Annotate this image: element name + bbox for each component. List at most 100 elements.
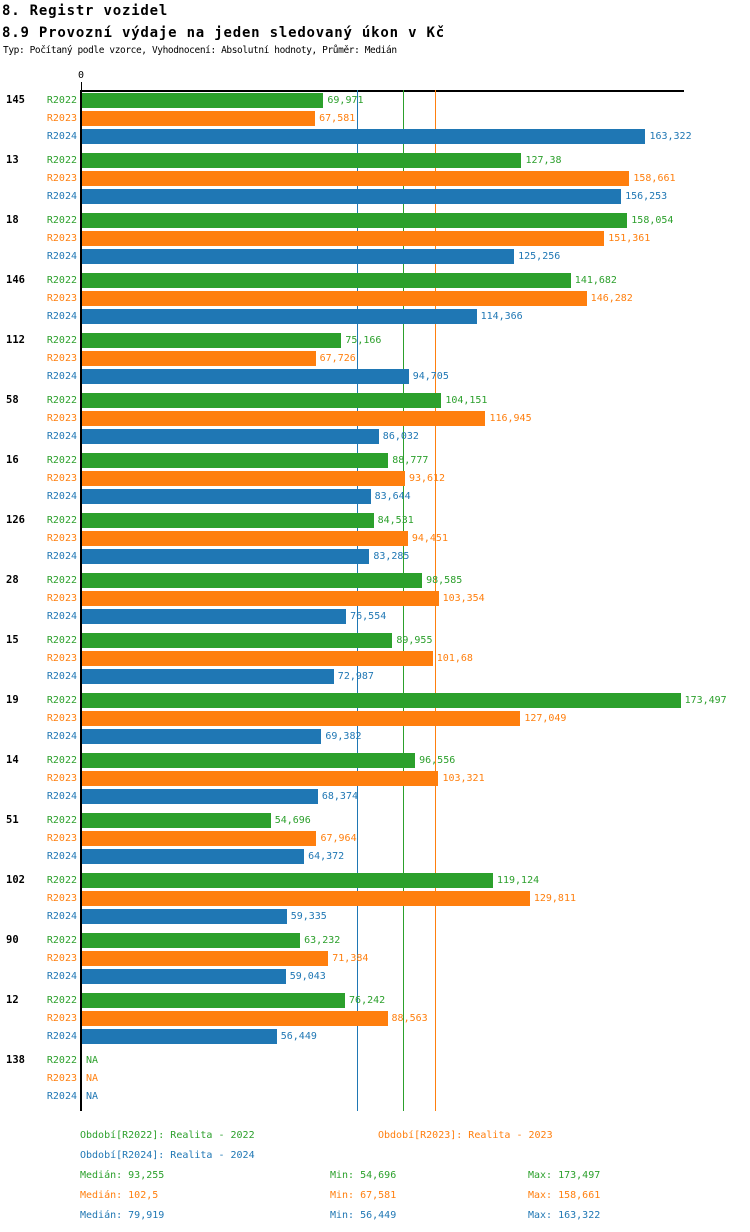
bar-R2023 [82,711,521,726]
bar-R2022 [82,153,522,168]
category-label: 126 [6,514,25,526]
bar-R2024 [82,969,286,984]
bar-value-label: 86,032 [382,431,419,442]
bar-value-label: 163,322 [649,131,692,142]
bar-R2024 [82,369,409,384]
series-label-R2023: R2023 [46,833,77,844]
bar-value-label: 114,366 [480,311,523,322]
chart-title: 8.9 Provozní výdaje na jeden sledovaný ú… [2,25,445,41]
bar-R2023 [82,771,439,786]
bar-value-label: 103,354 [442,593,485,604]
bar-R2024 [82,669,334,684]
series-label-R2023: R2023 [46,893,77,904]
stat-median-r2024: Medián: 79,919 [80,1210,165,1221]
bar-value-label: 83,644 [374,491,411,502]
bar-value-label: 141,682 [574,275,617,286]
bar-value-label: 94,451 [411,533,448,544]
bar-value-label: 98,585 [426,575,463,586]
bar-value-label: 71,384 [332,953,369,964]
series-label-R2022: R2022 [46,335,77,346]
category-label: 51 [6,814,19,826]
bar-value-label: NA [86,1055,99,1066]
series-label-R2024: R2024 [46,731,77,742]
page-title: 8. Registr vozidel [2,3,169,19]
bar-R2024 [82,309,477,324]
bar-R2023 [82,831,317,846]
series-label-R2022: R2022 [46,1055,77,1066]
bar-value-label: 125,256 [518,251,561,262]
bar-value-label: 84,531 [377,515,414,526]
bar-R2022 [82,753,416,768]
category-label: 28 [6,574,19,586]
series-label-R2024: R2024 [46,851,77,862]
series-label-R2023: R2023 [46,233,77,244]
series-label-R2023: R2023 [46,113,77,124]
series-label-R2024: R2024 [46,431,77,442]
bar-R2024 [82,429,379,444]
bar-value-label: 158,054 [631,215,674,226]
bar-value-label: 88,777 [392,455,429,466]
category-label: 12 [6,994,19,1006]
series-label-R2023: R2023 [46,473,77,484]
bar-R2023 [82,291,587,306]
bar-R2023 [82,411,486,426]
series-label-R2022: R2022 [46,275,77,286]
series-label-R2023: R2023 [46,593,77,604]
bar-value-label: 88,563 [391,1013,428,1024]
bar-R2023 [82,591,439,606]
series-label-R2022: R2022 [46,155,77,166]
bar-R2023 [82,531,408,546]
bar-value-label: 72,987 [337,671,374,682]
bar-value-label: 156,253 [625,191,668,202]
series-label-R2023: R2023 [46,353,77,364]
series-label-R2022: R2022 [46,755,77,766]
bar-R2023 [82,171,630,186]
bar-R2022 [82,513,374,528]
series-label-R2023: R2023 [46,713,77,724]
category-label: 14 [6,754,19,766]
category-label: 16 [6,454,19,466]
bar-R2023 [82,351,316,366]
bar-R2023 [82,471,405,486]
bar-value-label: 67,581 [319,113,356,124]
series-label-R2023: R2023 [46,293,77,304]
chart-meta-info: Typ: Počítaný podle vzorce, Vyhodnocení:… [3,45,397,56]
bar-value-label: 59,335 [290,911,327,922]
bar-value-label: 63,232 [304,935,341,946]
legend-r2023: Období[R2023]: Realita - 2023 [378,1130,553,1141]
bar-value-label: 56,449 [280,1031,317,1042]
bar-R2022 [82,813,271,828]
stat-min-r2022: Min: 54,696 [330,1170,397,1181]
series-label-R2024: R2024 [46,551,77,562]
series-label-R2022: R2022 [46,995,77,1006]
bar-R2022 [82,453,389,468]
bar-value-label: 146,282 [590,293,633,304]
bar-R2022 [82,573,423,588]
bar-value-label: 158,661 [633,173,676,184]
legend-r2022: Období[R2022]: Realita - 2022 [80,1130,255,1141]
bar-R2024 [82,729,322,744]
bar-value-label: 103,321 [442,773,485,784]
bar-value-label: 101,68 [436,653,473,664]
series-label-R2022: R2022 [46,515,77,526]
series-label-R2024: R2024 [46,191,77,202]
bar-R2024 [82,789,318,804]
bar-R2024 [82,609,347,624]
bar-R2022 [82,213,628,228]
series-label-R2022: R2022 [46,935,77,946]
series-label-R2024: R2024 [46,131,77,142]
bar-R2024 [82,489,371,504]
category-label: 13 [6,154,19,166]
series-label-R2022: R2022 [46,395,77,406]
bar-value-label: 94,705 [412,371,449,382]
x-axis-zero-label: 0 [77,70,85,81]
category-label: 112 [6,334,25,346]
bar-R2022 [82,693,681,708]
bar-R2023 [82,891,530,906]
category-label: 138 [6,1054,25,1066]
bar-value-label: 59,043 [289,971,326,982]
bar-value-label: 127,049 [524,713,567,724]
bar-value-label: 83,285 [373,551,410,562]
series-label-R2023: R2023 [46,413,77,424]
